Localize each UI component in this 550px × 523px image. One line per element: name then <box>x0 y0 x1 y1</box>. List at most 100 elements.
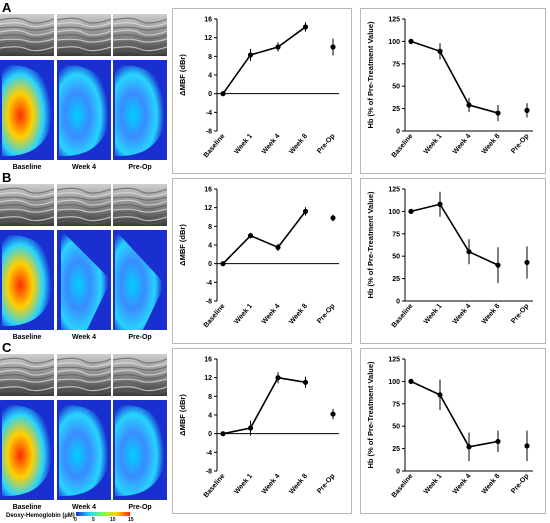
panel-letter: C <box>2 340 12 355</box>
x-tick-label: Week 4 <box>261 303 282 326</box>
data-point <box>275 44 281 50</box>
y-tick-label: 125 <box>388 357 400 364</box>
y-tick-label: -4 <box>206 110 212 117</box>
colorbar-tick: 10 <box>110 517 116 523</box>
data-point <box>495 110 501 116</box>
y-tick-label: 0 <box>396 299 400 306</box>
x-tick-label: Baseline <box>203 473 227 500</box>
data-point <box>437 392 443 398</box>
y-tick-label: 16 <box>204 17 212 24</box>
x-tick-label: Week 4 <box>452 133 473 156</box>
image-caption: Pre-Op <box>128 334 152 341</box>
colorbar-tick: 15 <box>128 517 134 523</box>
series-line <box>410 203 499 266</box>
y-tick-label: 8 <box>208 224 212 231</box>
panel-letter: B <box>2 170 12 185</box>
chart-panel: 0 25 50 75 100 125 Hb (% of Pre-Treatment Valu… <box>360 348 546 514</box>
y-tick-label: 25 <box>392 276 400 283</box>
y-tick-label: 50 <box>392 84 400 91</box>
data-point <box>220 91 226 97</box>
x-tick-label: Week 8 <box>288 473 309 496</box>
panel-letter: A <box>2 0 12 15</box>
y-tick-label: -8 <box>206 299 212 306</box>
colorbar-label: Deoxy-Hemoglobin (µM) <box>6 513 75 519</box>
data-point <box>466 444 472 450</box>
data-point <box>524 443 530 449</box>
colorbar: Deoxy-Hemoglobin (µM) 0 5 10 15 <box>6 511 166 523</box>
colorbar-tick: 0 <box>74 517 77 523</box>
series-line <box>222 210 307 265</box>
x-tick-label: Week 1 <box>233 303 254 326</box>
data-point <box>275 244 281 250</box>
x-tick-label: Pre-Op <box>510 133 530 155</box>
chart-panel: -8 -4 0 4 8 12 16 ΔMBF (dBr) Baseline Week 1 Week … <box>172 178 352 344</box>
ultrasound-image <box>56 184 112 226</box>
x-tick-label: Week 4 <box>261 473 282 496</box>
data-point <box>247 425 254 431</box>
y-tick-label: 8 <box>208 394 212 401</box>
x-tick-label: Week 4 <box>452 473 473 496</box>
data-point <box>220 261 226 267</box>
y-tick-label: 125 <box>388 17 400 24</box>
data-point <box>302 379 309 385</box>
y-tick-label: 100 <box>388 379 400 386</box>
y-tick-label: 16 <box>204 357 212 364</box>
x-tick-label: Baseline <box>391 133 415 160</box>
x-tick-label: Pre-Op <box>316 473 336 495</box>
image-caption: Baseline <box>12 504 42 511</box>
y-tick-label: 125 <box>388 187 400 194</box>
y-axis-label: ΔMBF (dBr) <box>178 394 187 436</box>
data-point <box>302 24 309 30</box>
image-caption: Baseline <box>12 164 42 171</box>
x-tick-label: Week 1 <box>423 473 444 496</box>
y-tick-label: 25 <box>392 446 400 453</box>
chart-panel: -8 -4 0 4 8 12 16 ΔMBF (dBr) Baseline Week 1 Week … <box>172 348 352 514</box>
ultrasound-image <box>56 14 112 56</box>
y-tick-label: 50 <box>392 254 400 261</box>
series-line <box>222 376 306 435</box>
y-tick-label: 12 <box>204 375 212 382</box>
series-line <box>410 380 499 448</box>
x-tick-label: Week 8 <box>481 473 502 496</box>
deoxy-hemoglobin-map <box>0 60 54 160</box>
y-tick-label: -4 <box>206 450 212 457</box>
y-tick-label: 0 <box>396 469 400 476</box>
y-tick-label: 4 <box>208 413 212 420</box>
image-caption: Week 4 <box>72 504 96 511</box>
x-tick-label: Week 4 <box>452 303 473 326</box>
deoxy-hemoglobin-map <box>0 400 54 500</box>
data-point <box>495 438 501 445</box>
data-point <box>275 375 281 381</box>
chart-panel: 0 25 50 75 100 125 Hb (% of Pre-Treatment Valu… <box>360 8 546 174</box>
y-tick-label: 50 <box>392 424 400 431</box>
data-point <box>330 215 336 221</box>
deoxy-hemoglobin-map <box>113 60 167 160</box>
x-tick-label: Pre-Op <box>510 473 530 495</box>
y-tick-label: 100 <box>388 209 400 216</box>
chart-panel: 0 25 50 75 100 125 Hb (% of Pre-Treatment Valu… <box>360 178 546 344</box>
data-point <box>466 249 472 255</box>
y-tick-label: 0 <box>208 431 212 438</box>
y-tick-label: 75 <box>392 61 400 68</box>
data-point <box>247 52 254 58</box>
y-axis-label: Hb (% of Pre-Treatment Value) <box>366 191 375 299</box>
data-point <box>220 431 226 437</box>
data-point <box>408 378 414 384</box>
data-point <box>330 411 336 417</box>
x-tick-label: Week 8 <box>481 303 502 326</box>
ultrasound-image <box>112 354 168 396</box>
y-tick-label: -8 <box>206 469 212 476</box>
x-tick-label: Baseline <box>391 473 415 500</box>
y-axis-label: Hb (% of Pre-Treatment Value) <box>366 361 375 469</box>
data-point <box>437 48 443 54</box>
deoxy-hemoglobin-map <box>113 400 167 500</box>
y-tick-label: 0 <box>208 91 212 98</box>
x-tick-label: Week 1 <box>233 133 254 156</box>
data-point <box>437 201 443 207</box>
image-caption: Baseline <box>12 334 42 341</box>
y-tick-label: 0 <box>396 129 400 136</box>
y-tick-label: 100 <box>388 39 400 46</box>
x-tick-label: Baseline <box>391 303 415 330</box>
x-tick-label: Baseline <box>203 133 227 160</box>
deoxy-hemoglobin-map <box>57 400 111 500</box>
